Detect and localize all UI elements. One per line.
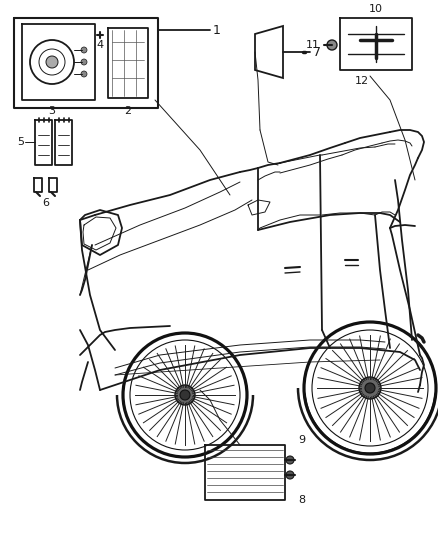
Circle shape bbox=[175, 385, 195, 405]
Text: 2: 2 bbox=[124, 106, 131, 116]
Circle shape bbox=[327, 40, 337, 50]
Circle shape bbox=[81, 47, 87, 53]
Text: 7: 7 bbox=[313, 45, 321, 59]
Text: 12: 12 bbox=[355, 76, 369, 86]
Text: 9: 9 bbox=[298, 435, 305, 445]
Circle shape bbox=[365, 383, 375, 393]
Text: 11: 11 bbox=[306, 40, 320, 50]
Circle shape bbox=[180, 390, 190, 400]
Text: 6: 6 bbox=[42, 198, 49, 208]
Circle shape bbox=[81, 71, 87, 77]
Circle shape bbox=[286, 456, 294, 464]
Circle shape bbox=[359, 377, 381, 399]
Text: 4: 4 bbox=[96, 40, 103, 50]
Text: 5: 5 bbox=[17, 137, 24, 147]
Text: 8: 8 bbox=[298, 495, 305, 505]
Circle shape bbox=[46, 56, 58, 68]
Circle shape bbox=[81, 59, 87, 65]
Text: 1: 1 bbox=[213, 23, 221, 36]
Text: 3: 3 bbox=[49, 106, 56, 116]
Circle shape bbox=[286, 471, 294, 479]
Text: 10: 10 bbox=[369, 4, 383, 14]
